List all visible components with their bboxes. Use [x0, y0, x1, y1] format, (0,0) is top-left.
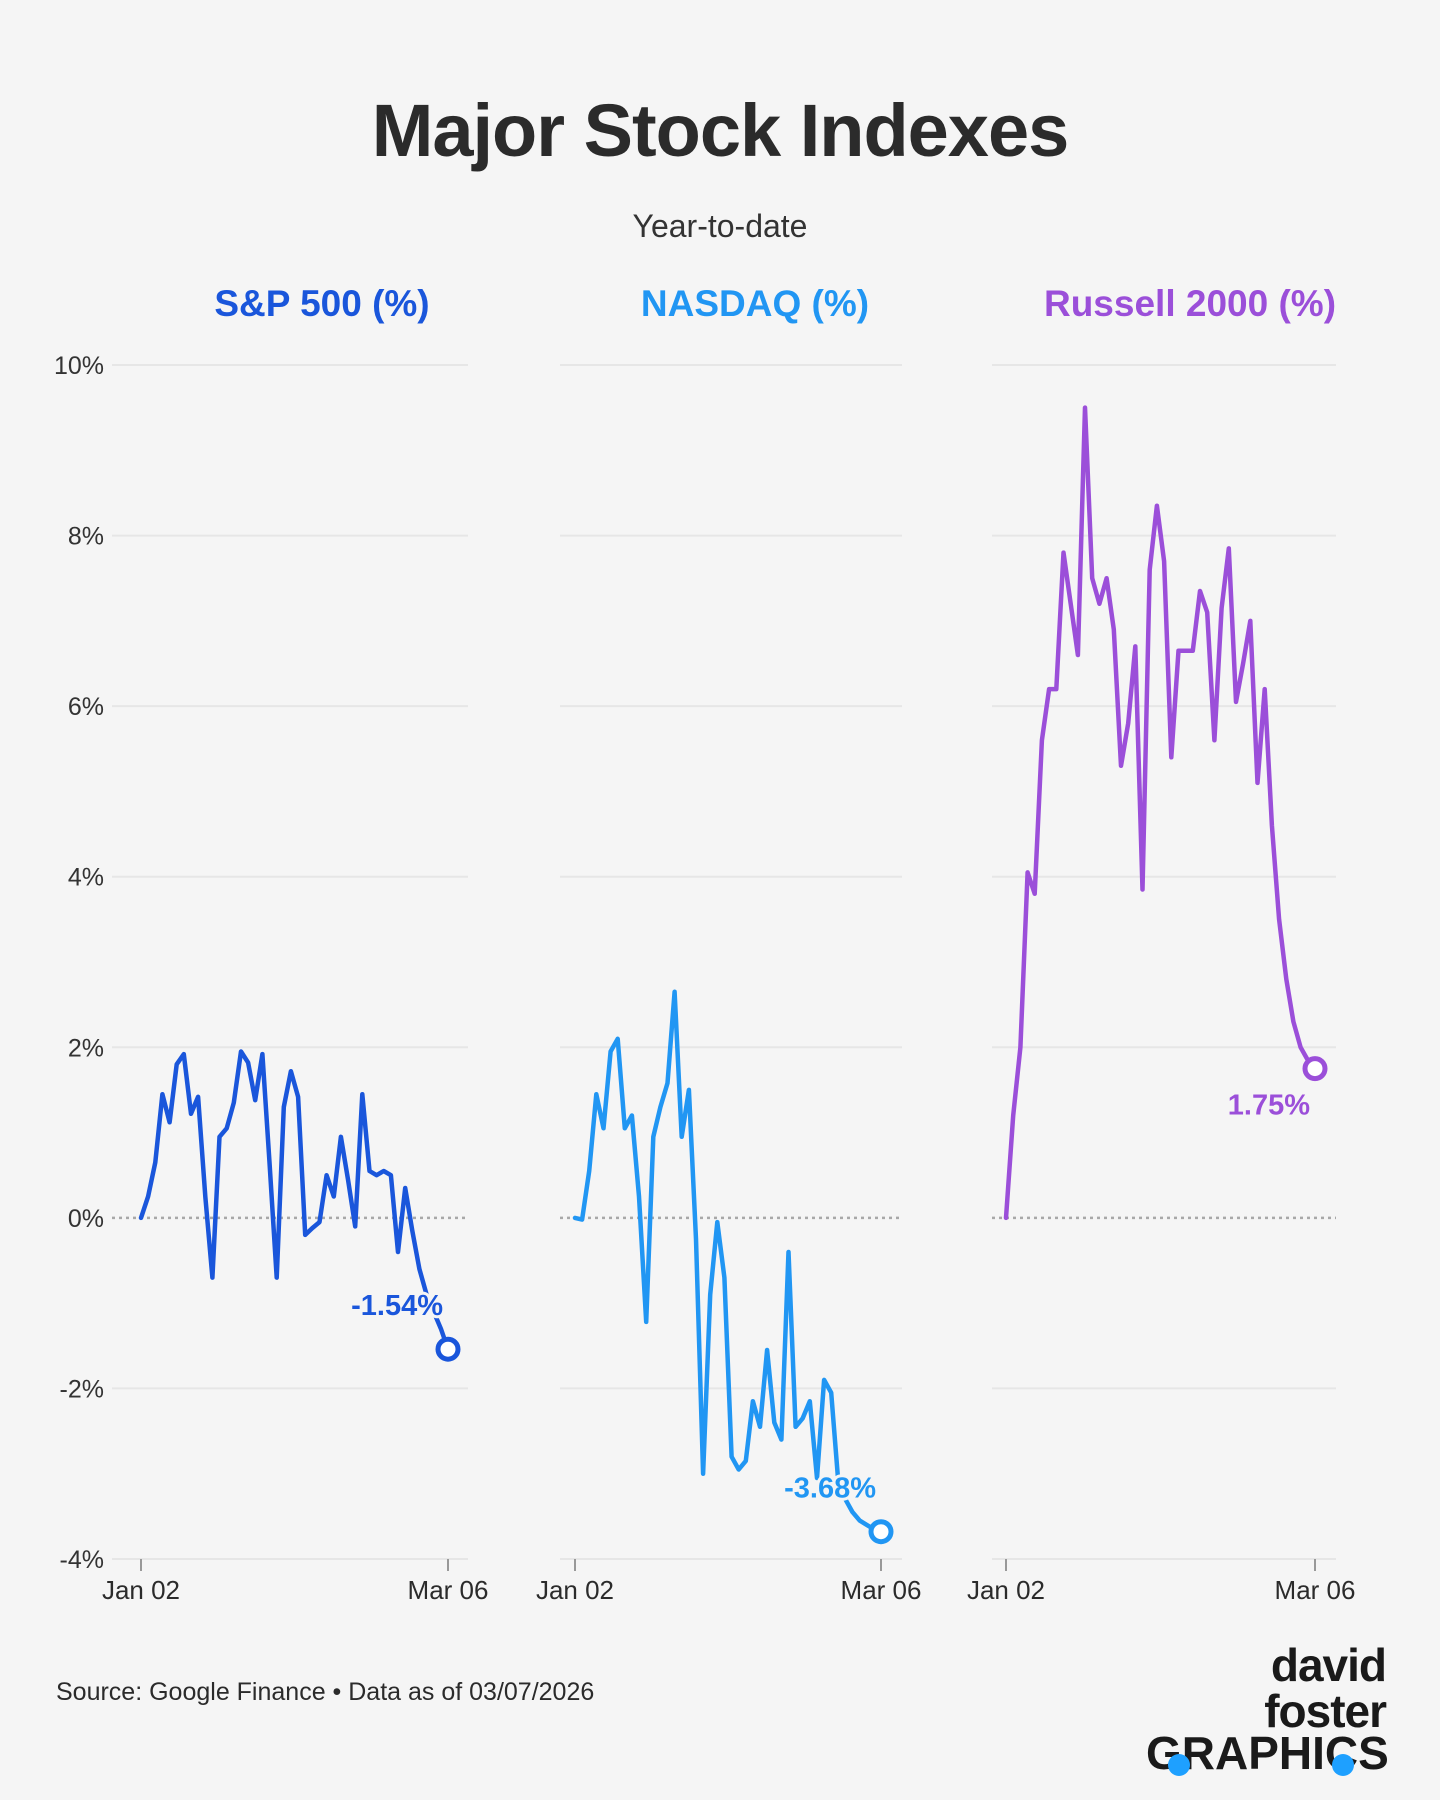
y-tick-label: 8%	[68, 523, 104, 551]
y-tick-label: 0%	[68, 1205, 104, 1233]
logo-accent-dot	[1332, 1754, 1354, 1776]
x-tick-label: Jan 02	[102, 1575, 180, 1605]
x-tick-label: Jan 02	[967, 1575, 1045, 1605]
y-tick-label: 2%	[68, 1034, 104, 1062]
brand-logo: david foster GRAPHICS	[1146, 1639, 1389, 1776]
end-value-label: -3.68%	[784, 1473, 876, 1505]
end-point-marker	[435, 1336, 461, 1362]
logo-accent-dot	[1168, 1754, 1190, 1776]
y-tick-label: 10%	[54, 352, 104, 380]
end-value-label: 1.75%	[1228, 1090, 1310, 1122]
page-subtitle: Year-to-date	[632, 208, 808, 244]
end-value-label: -1.54%	[351, 1290, 443, 1322]
page-title: Major Stock Indexes	[371, 89, 1070, 172]
series-line	[572, 989, 884, 1534]
series-line	[138, 1049, 451, 1352]
source-note: Source: Google Finance • Data as of 03/0…	[56, 1678, 595, 1706]
y-tick-label: -4%	[60, 1546, 104, 1574]
y-tick-label: 4%	[68, 864, 104, 892]
panel-title: NASDAQ (%)	[641, 283, 869, 324]
y-tick-label: -2%	[60, 1375, 104, 1403]
x-tick-label: Jan 02	[536, 1575, 614, 1605]
series-line	[1003, 405, 1318, 1221]
y-tick-label: 6%	[68, 693, 104, 721]
x-tick-label: Mar 06	[408, 1575, 489, 1605]
panel-title: S&P 500 (%)	[214, 283, 429, 324]
end-point-marker	[868, 1519, 894, 1545]
x-tick-label: Mar 06	[1275, 1575, 1356, 1605]
panel-title: Russell 2000 (%)	[1044, 283, 1336, 324]
x-tick-label: Mar 06	[841, 1575, 922, 1605]
end-point-marker	[1302, 1056, 1328, 1082]
logo-line-1: david foster	[1264, 1639, 1387, 1737]
logo-line-2: GRAPHICS	[1146, 1730, 1389, 1776]
